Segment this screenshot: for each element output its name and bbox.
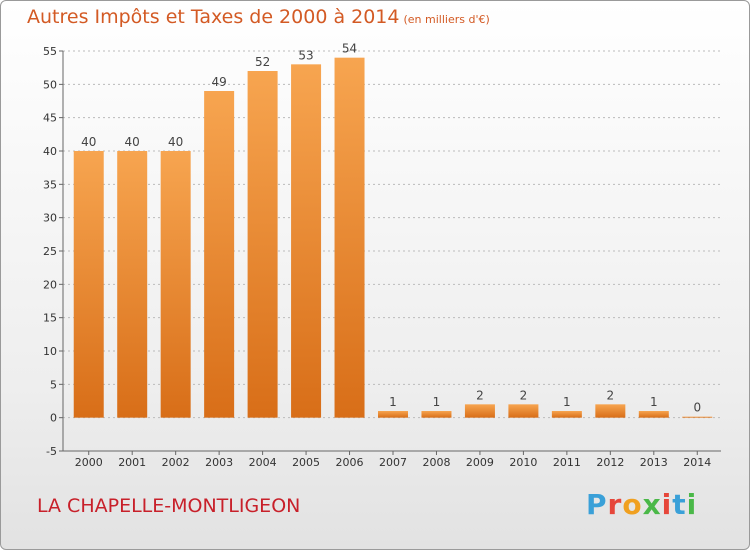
data-label: 0: [693, 401, 701, 415]
y-tick-label: 10: [43, 345, 57, 358]
y-tick-label: 0: [50, 412, 57, 425]
logo-letter: r: [607, 488, 623, 521]
bar: [464, 404, 495, 418]
data-label: 2: [607, 388, 615, 402]
x-tick-label: 2002: [162, 456, 190, 469]
data-label: 49: [211, 75, 226, 89]
y-tick-label: 30: [43, 212, 57, 225]
bar: [117, 151, 148, 418]
y-tick-label: 15: [43, 312, 57, 325]
bar: [508, 404, 539, 418]
data-label: 1: [389, 395, 397, 409]
bar: [421, 411, 452, 418]
x-tick-label: 2007: [379, 456, 407, 469]
bar: [204, 91, 235, 418]
bar: [682, 416, 713, 418]
y-tick-label: 20: [43, 278, 57, 291]
chart-title-text: Autres Impôts et Taxes de 2000 à 2014: [27, 6, 400, 28]
y-tick-label: -5: [46, 445, 57, 458]
data-label: 2: [476, 388, 484, 402]
x-tick-label: 2013: [640, 456, 668, 469]
x-tick-label: 2006: [336, 456, 364, 469]
x-tick-label: 2014: [683, 456, 711, 469]
bar: [551, 411, 582, 418]
y-tick-label: 35: [43, 178, 57, 191]
y-tick-label: 55: [43, 45, 57, 58]
commune-name: LA CHAPELLE-MONTLIGEON: [37, 495, 301, 517]
logo-letter: i: [661, 488, 673, 521]
x-tick-label: 2001: [118, 456, 146, 469]
bar: [378, 411, 408, 418]
bar: [291, 64, 322, 418]
y-tick-label: 5: [50, 378, 57, 391]
x-tick-label: 2012: [596, 456, 624, 469]
data-label: 1: [650, 395, 658, 409]
bar: [247, 71, 278, 418]
y-tick-label: 45: [43, 112, 57, 125]
chart-unit: (en milliers d'€): [403, 13, 490, 26]
bar: [73, 151, 104, 418]
x-tick-label: 2000: [75, 456, 103, 469]
data-label: 40: [125, 135, 140, 149]
x-tick-label: 2005: [292, 456, 320, 469]
chart-title: Autres Impôts et Taxes de 2000 à 2014 (en…: [27, 6, 490, 28]
bar: [595, 404, 626, 418]
logo-letter: o: [622, 488, 643, 521]
x-tick-label: 2011: [553, 456, 581, 469]
x-tick-label: 2009: [466, 456, 494, 469]
x-tick-label: 2003: [205, 456, 233, 469]
data-label: 40: [81, 135, 96, 149]
data-label: 52: [255, 55, 270, 69]
y-tick-label: 25: [43, 245, 57, 258]
data-label: 1: [433, 395, 441, 409]
data-label: 2: [520, 388, 528, 402]
bar: [334, 57, 365, 418]
logo-letter: i: [686, 488, 698, 521]
bar: [160, 151, 191, 418]
data-label: 40: [168, 135, 183, 149]
x-tick-label: 2008: [422, 456, 450, 469]
logo-letter: t: [672, 488, 687, 521]
y-tick-label: 40: [43, 145, 57, 158]
bar: [638, 411, 669, 418]
x-tick-label: 2004: [249, 456, 277, 469]
data-label: 53: [298, 48, 313, 62]
data-label: 54: [342, 42, 357, 56]
logo-letter: P: [586, 488, 608, 521]
x-tick-label: 2010: [509, 456, 537, 469]
proxiti-logo: Proxiti: [586, 488, 697, 521]
data-label: 1: [563, 395, 571, 409]
y-tick-label: 50: [43, 78, 57, 91]
logo-letter: x: [642, 488, 662, 521]
